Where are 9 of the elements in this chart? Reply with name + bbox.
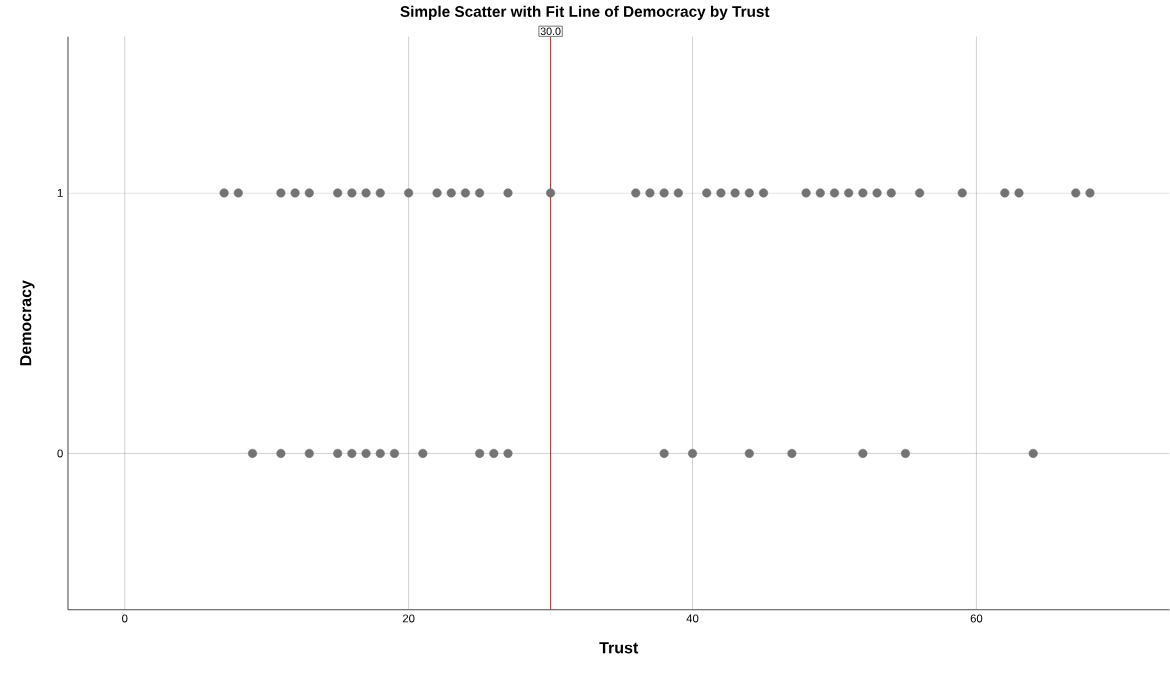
x-tick-label: 60	[970, 614, 983, 623]
x-tick-label: 20	[402, 614, 415, 623]
chart-title: Simple Scatter with Fit Line of Democracy by Trust	[400, 5, 770, 21]
ref-line-label: 30.0	[540, 27, 561, 36]
x-tick-label: 0	[122, 614, 128, 623]
y-tick-label: 1	[57, 189, 63, 197]
x-tick-label: 40	[686, 614, 699, 623]
x-axis-title: Trust	[599, 642, 639, 654]
y-axis-title: Democracy	[20, 280, 35, 366]
